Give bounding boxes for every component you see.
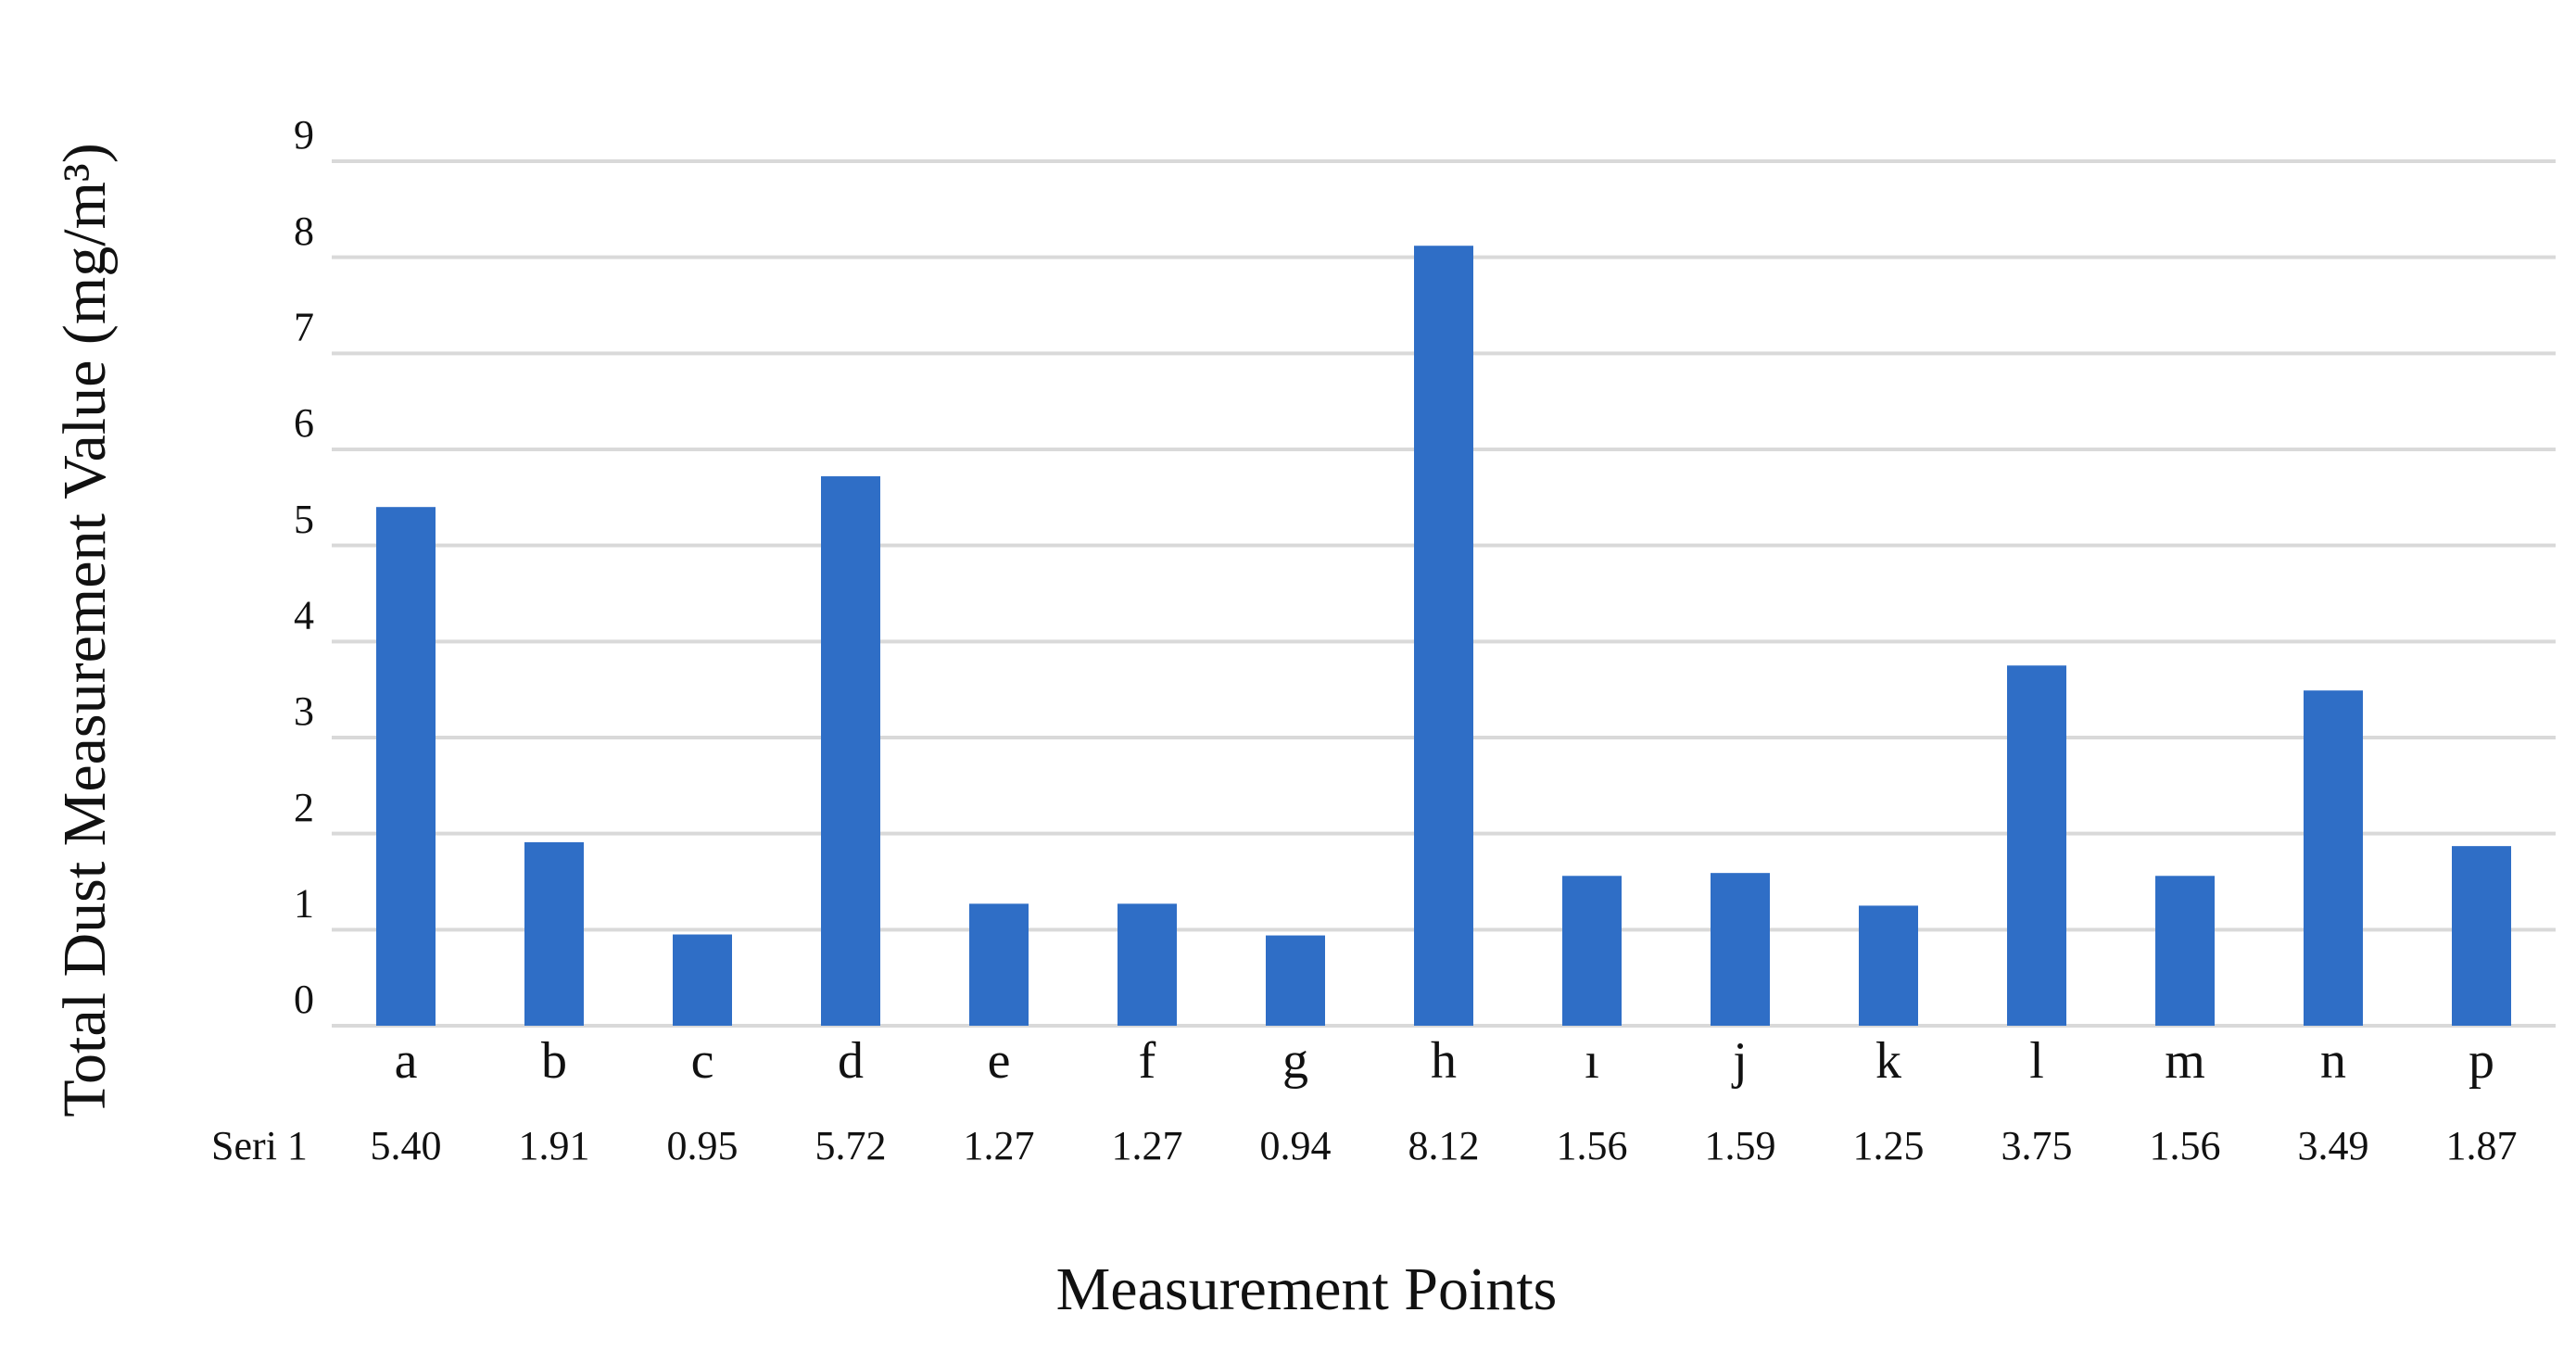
x-tick-label: l <box>2029 1032 2044 1090</box>
x-tick-label: m <box>2165 1032 2205 1090</box>
bar <box>524 841 584 1026</box>
bar <box>1562 876 1622 1026</box>
data-label: 3.49 <box>2298 1123 2369 1168</box>
x-tick-label: h <box>1431 1032 1457 1090</box>
y-tick-label: 7 <box>294 304 314 349</box>
bar <box>2304 690 2363 1026</box>
data-label: 1.25 <box>1853 1123 1925 1168</box>
data-label: 1.87 <box>2446 1123 2518 1168</box>
legend-label: Seri 1 <box>211 1123 308 1168</box>
y-tick-label: 9 <box>294 112 314 158</box>
y-tick-label: 6 <box>294 400 314 446</box>
x-tick-label: e <box>988 1032 1011 1090</box>
data-label: 0.95 <box>667 1123 739 1168</box>
x-tick-label: f <box>1139 1032 1156 1090</box>
x-tick-label: p <box>2469 1032 2494 1090</box>
data-label: 1.56 <box>2150 1123 2221 1168</box>
data-label: 8.12 <box>1408 1123 1480 1168</box>
bar <box>2155 876 2215 1026</box>
x-axis-title: Measurement Points <box>1056 1256 1558 1323</box>
y-tick-label: 1 <box>294 880 314 926</box>
y-tick-label: 4 <box>294 592 314 637</box>
x-tick-label: ı <box>1585 1032 1599 1090</box>
y-tick-label: 3 <box>294 688 314 734</box>
data-label: 5.40 <box>371 1123 442 1168</box>
y-tick-label: 2 <box>294 785 314 830</box>
bar <box>2452 846 2511 1026</box>
bar <box>821 476 880 1026</box>
data-label: 5.72 <box>815 1123 887 1168</box>
data-label: 1.91 <box>519 1123 590 1168</box>
x-tick-label: b <box>541 1032 567 1090</box>
bar <box>969 903 1029 1026</box>
data-label: 1.59 <box>1705 1123 1776 1168</box>
bar <box>1118 903 1177 1026</box>
bar <box>1711 873 1770 1026</box>
data-label: 1.56 <box>1557 1123 1628 1168</box>
data-label: 1.27 <box>964 1123 1035 1168</box>
x-tick-label: d <box>838 1032 864 1090</box>
data-label: 3.75 <box>2001 1123 2073 1168</box>
bar <box>1859 905 1918 1026</box>
bar <box>1266 935 1325 1026</box>
x-tick-label: j <box>1731 1032 1748 1090</box>
x-tick-label: a <box>395 1032 418 1090</box>
y-tick-label: 5 <box>294 497 314 542</box>
bar <box>376 507 436 1026</box>
data-label: 1.27 <box>1112 1123 1183 1168</box>
bar <box>2007 665 2066 1026</box>
data-label: 0.94 <box>1260 1123 1332 1168</box>
y-tick-label: 0 <box>294 977 314 1022</box>
y-axis-title: Total Dust Measurement Value (mg/m³) <box>51 143 119 1117</box>
x-tick-label: k <box>1875 1032 1901 1090</box>
bar <box>1414 246 1473 1026</box>
x-tick-label: c <box>691 1032 714 1090</box>
x-tick-label: n <box>2320 1032 2346 1090</box>
y-tick-label: 8 <box>294 208 314 254</box>
bar <box>673 934 732 1026</box>
x-tick-label: g <box>1282 1032 1308 1090</box>
